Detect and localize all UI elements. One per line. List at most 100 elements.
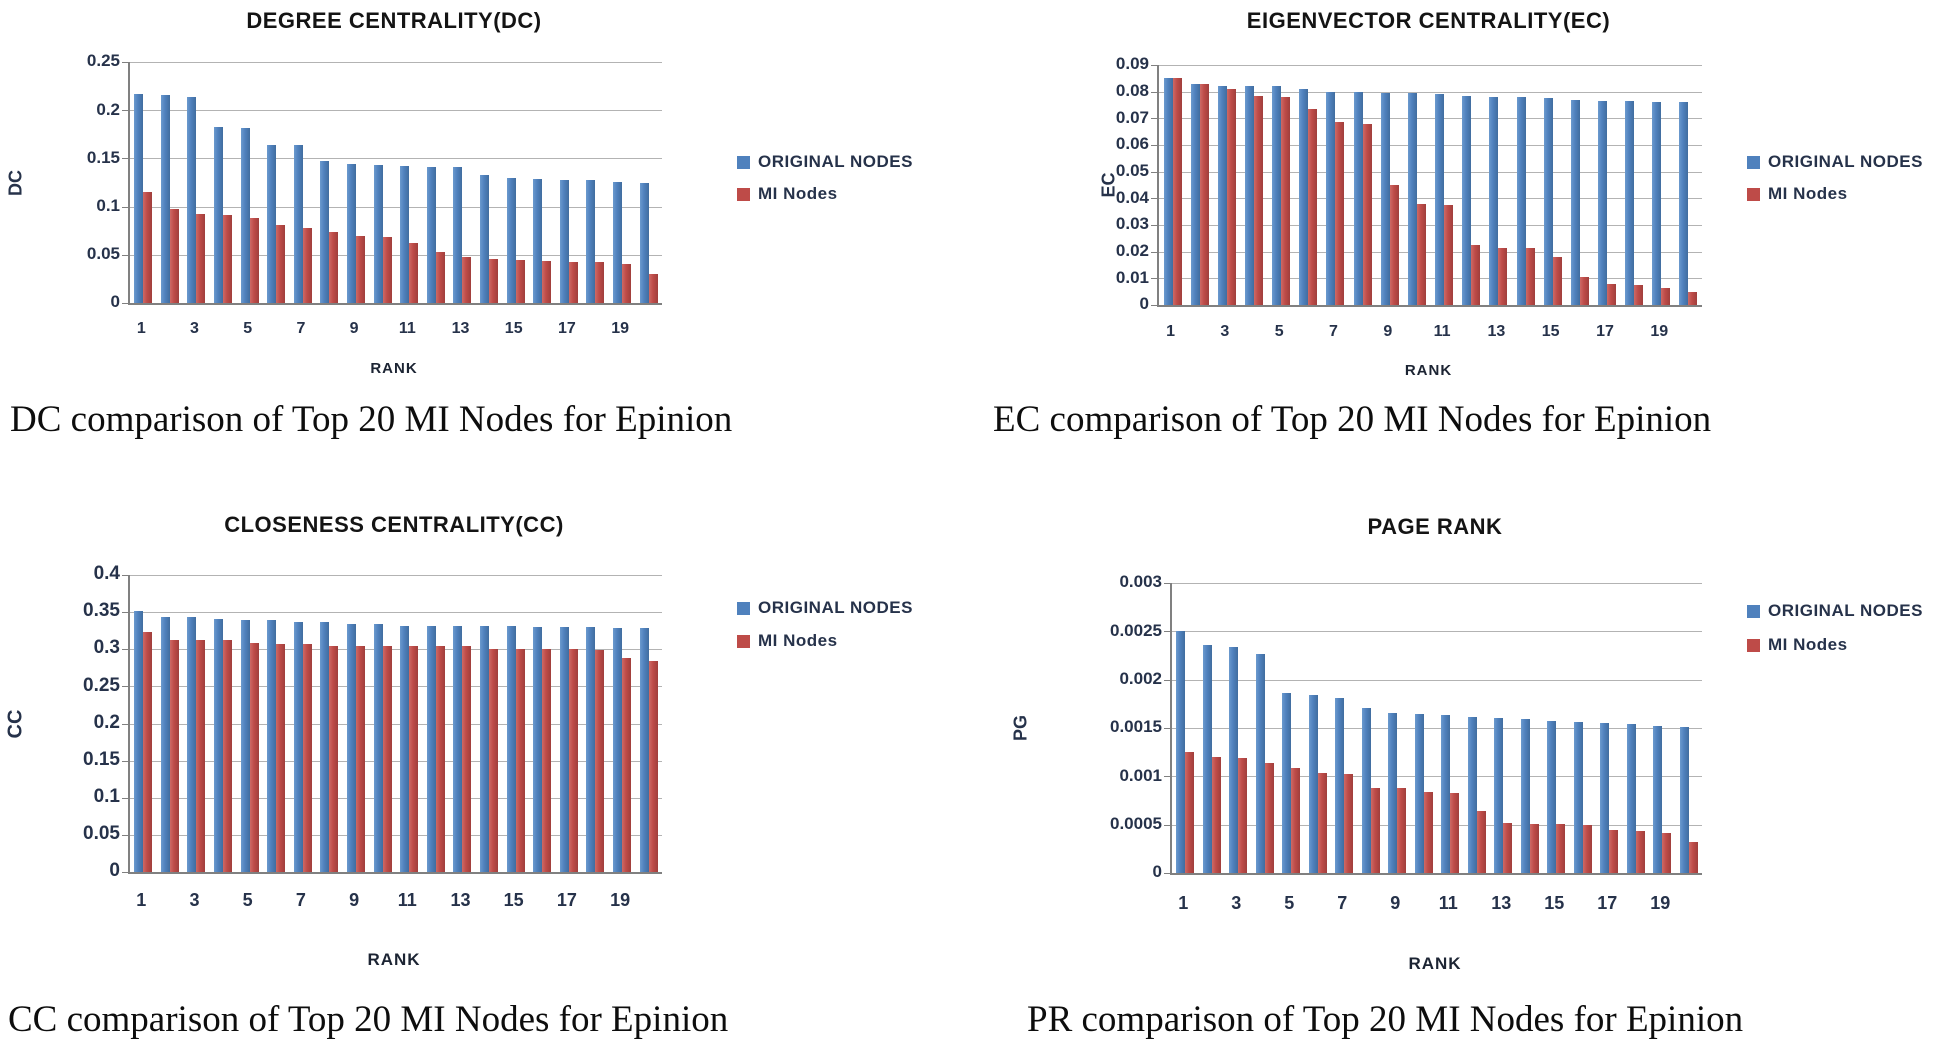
legend-original-nodes: ORIGINAL NODES <box>737 152 913 172</box>
x-tick-label: 11 <box>398 320 416 337</box>
y-tick-label: 0.25 <box>83 674 120 696</box>
axis-tick <box>122 723 130 725</box>
bar-group-rank-15 <box>1543 583 1570 873</box>
bar-original-rank-5 <box>1272 86 1282 305</box>
y-tick-label: 0.15 <box>83 748 120 770</box>
y-tick-label: 0.4 <box>93 563 120 585</box>
bar-mi-rank-14 <box>489 258 499 303</box>
y-tick-label: 0 <box>109 860 120 882</box>
y-axis-title: CC <box>4 709 27 738</box>
bar-original-rank-13 <box>1494 718 1504 873</box>
bar-group-rank-17 <box>556 62 583 303</box>
bar-original-rank-16 <box>1573 722 1583 873</box>
bar-original-rank-19 <box>1652 102 1662 305</box>
bar-mi-rank-6 <box>276 224 286 303</box>
bar-mi-rank-1 <box>143 192 153 303</box>
bar-original-rank-5 <box>240 620 250 872</box>
bar-mi-rank-16 <box>1579 277 1589 305</box>
bar-mi-rank-4 <box>1254 95 1263 305</box>
bar-original-rank-8 <box>1353 91 1363 305</box>
bar-original-rank-12 <box>426 167 436 303</box>
bar-group-rank-9 <box>343 575 370 872</box>
x-axis-title: RANK <box>367 950 421 969</box>
bar-group-rank-10 <box>369 62 396 303</box>
gridline <box>1172 583 1702 584</box>
x-tick-label: 15 <box>503 890 524 910</box>
gridline <box>1159 198 1702 200</box>
legend-mi-nodes: MI Nodes <box>737 184 838 204</box>
bar-group-rank-8 <box>316 575 343 872</box>
chart-eigenvector-centrality: EIGENVECTOR CENTRALITY(EC) 0.09 0.08 0.07 0.… <box>969 0 1938 460</box>
legend-label: MI Nodes <box>758 631 838 650</box>
y-tick-label: 0.04 <box>1115 187 1149 207</box>
bar-original-rank-3 <box>187 96 197 303</box>
x-tick-label: 11 <box>397 890 417 910</box>
bar-group-rank-1 <box>130 62 157 303</box>
bar-original-rank-14 <box>1516 97 1526 305</box>
bar-group-rank-15 <box>502 575 529 872</box>
x-tick-label: 17 <box>556 890 577 910</box>
x-tick-label: 7 <box>1329 323 1338 340</box>
bar-original-rank-11 <box>1441 715 1451 873</box>
bar-group-rank-9 <box>1384 583 1411 873</box>
bar-original-rank-16 <box>533 626 543 872</box>
legend: ORIGINAL NODES MI Nodes <box>1747 601 1938 669</box>
bar-mi-rank-12 <box>435 251 445 303</box>
bar-original-rank-16 <box>533 178 543 303</box>
bar-original-rank-7 <box>1326 91 1336 305</box>
bar-group-rank-20 <box>1676 583 1703 873</box>
bar-original-rank-5 <box>1282 693 1292 873</box>
x-tick-label: 17 <box>1596 323 1614 340</box>
x-tick-label: 13 <box>1491 893 1512 913</box>
x-tick-label: 11 <box>1438 893 1458 913</box>
legend-original-nodes: ORIGINAL NODES <box>1747 152 1923 172</box>
axis-tick <box>1164 776 1172 778</box>
bar-original-rank-11 <box>1435 94 1445 305</box>
bar-original-rank-20 <box>639 627 649 872</box>
axis-tick <box>122 62 130 63</box>
bar-mi-rank-7 <box>302 227 312 303</box>
bar-mi-rank-13 <box>462 646 472 872</box>
bar-mi-rank-6 <box>1308 109 1318 305</box>
original-series-swatch-icon <box>737 601 750 615</box>
x-tick-label: 17 <box>557 320 576 337</box>
bar-original-rank-1 <box>134 611 144 872</box>
bar-group-rank-4 <box>1240 65 1267 305</box>
gridline <box>130 612 662 614</box>
bar-original-rank-14 <box>480 625 490 872</box>
axis-tick <box>122 612 130 614</box>
bar-mi-rank-14 <box>1525 247 1535 305</box>
y-tick-label: 0 <box>110 292 120 312</box>
bar-mi-rank-20 <box>1688 842 1698 873</box>
bar-mi-rank-19 <box>1662 833 1672 873</box>
axis-tick <box>1151 171 1159 173</box>
bar-original-rank-9 <box>1388 712 1398 873</box>
gridline <box>1172 679 1702 681</box>
bar-original-rank-16 <box>1570 99 1580 305</box>
bar-group-rank-3 <box>183 575 210 872</box>
y-tick-label: 0.25 <box>86 51 120 71</box>
bar-original-rank-7 <box>293 621 303 872</box>
axis-tick <box>122 872 130 873</box>
axis-tick <box>1164 873 1172 874</box>
bar-mi-rank-2 <box>1211 757 1221 873</box>
x-tick-label: 7 <box>295 890 306 910</box>
bar-group-rank-8 <box>1349 65 1376 305</box>
y-tick-label: 0.0015 <box>1110 717 1162 737</box>
legend-mi-nodes: MI Nodes <box>1747 635 1848 655</box>
bar-group-rank-19 <box>1648 65 1675 305</box>
bar-original-rank-9 <box>1380 93 1390 305</box>
bar-group-rank-4 <box>210 62 237 303</box>
bar-group-rank-16 <box>529 62 556 303</box>
bar-mi-rank-18 <box>1634 285 1644 305</box>
plot-area <box>122 62 662 305</box>
bar-mi-rank-3 <box>1226 89 1236 305</box>
legend: ORIGINAL NODES MI Nodes <box>737 152 967 216</box>
gridline <box>130 723 662 725</box>
bar-group-rank-12 <box>423 62 450 303</box>
y-tick-label: 0.001 <box>1119 765 1162 785</box>
bar-mi-rank-14 <box>1529 823 1539 873</box>
bar-mi-rank-9 <box>1397 787 1407 873</box>
x-tick-label: 13 <box>450 890 471 910</box>
gridline <box>130 110 662 112</box>
